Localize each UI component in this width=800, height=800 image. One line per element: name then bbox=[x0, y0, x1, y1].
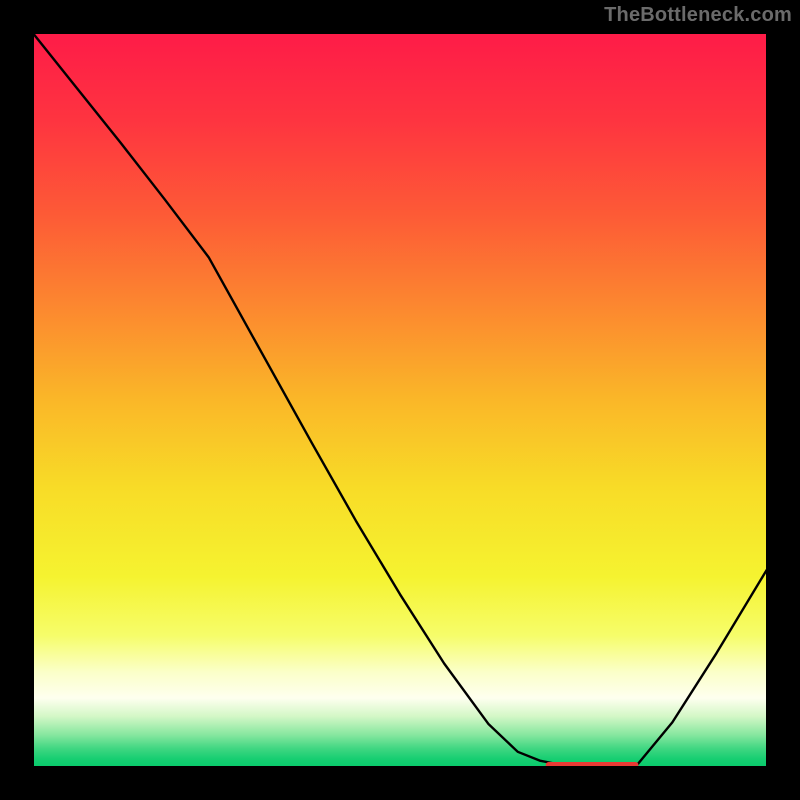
plot-gradient-fill bbox=[32, 32, 768, 768]
chart-svg bbox=[0, 0, 800, 800]
watermark-text: TheBottleneck.com bbox=[604, 4, 792, 27]
